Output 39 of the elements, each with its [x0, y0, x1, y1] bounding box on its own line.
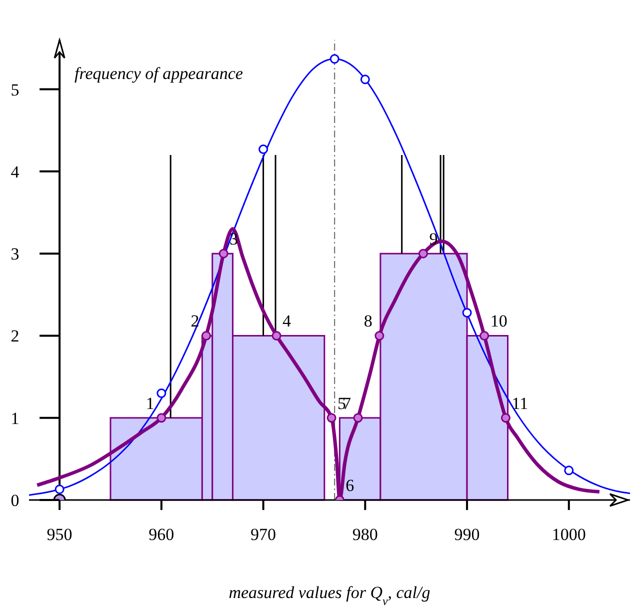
point [353, 413, 363, 423]
x-tick-label: 960 [148, 525, 174, 544]
point [462, 308, 472, 318]
annotation: 5 [338, 394, 346, 413]
annotation: 10 [490, 312, 508, 331]
point [156, 413, 166, 423]
y-tick-label: 4 [10, 162, 20, 182]
x-tick-label: 970 [250, 525, 276, 544]
point [272, 330, 282, 340]
annotation: 2 [190, 312, 200, 331]
x-tick-label: 980 [352, 525, 378, 544]
y-axis-title: frequency of appearance [74, 64, 244, 83]
annotation: 4 [282, 312, 292, 331]
point [418, 248, 428, 258]
point [360, 74, 370, 84]
point [480, 330, 490, 340]
point [330, 54, 340, 64]
point [500, 413, 510, 423]
point [374, 330, 384, 340]
y-tick-label: 2 [10, 326, 20, 346]
point [54, 484, 64, 494]
point [326, 413, 336, 423]
annotation: 1 [146, 394, 154, 413]
point [156, 388, 166, 398]
y-tick-label: 3 [10, 244, 20, 264]
x-tick-label: 1000 [552, 525, 586, 544]
annotation: 11 [512, 394, 528, 413]
point [201, 330, 211, 340]
x-tick-label: 990 [454, 525, 480, 544]
x-axis-title: measured values for Q$_{v}$, cal/g [228, 583, 430, 608]
point [258, 144, 268, 154]
y-tick-label: 1 [10, 408, 20, 428]
y-tick-label: 5 [10, 80, 20, 100]
annotation: 6 [346, 476, 354, 495]
x-tick-label: 950 [46, 525, 72, 544]
y-tick-label: 0 [10, 491, 20, 510]
point [218, 248, 228, 258]
point [564, 466, 574, 476]
annotation: 8 [364, 312, 372, 331]
